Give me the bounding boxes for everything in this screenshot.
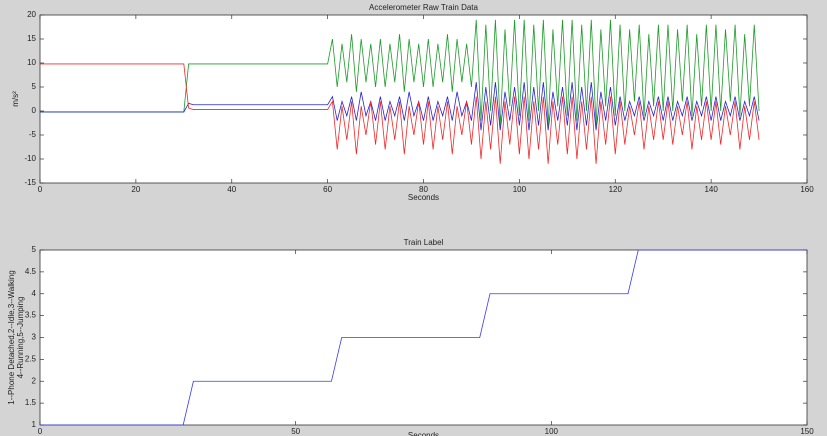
x-tick-label: 50 [291,427,300,436]
x-axis-label: Seconds [408,431,439,436]
x-axis-label: Seconds [408,193,439,202]
y-tick-label: 20 [27,10,36,19]
x-tick-label: 60 [323,185,332,194]
data-line [40,82,760,131]
y-tick-label: -5 [29,130,37,139]
y-tick-label: -10 [24,154,36,163]
data-line [40,63,760,164]
y-tick-label: 0 [32,106,37,115]
data-line [40,250,807,425]
y-axis-label: 4--Running,5--Jumping [16,297,25,379]
x-tick-label: 20 [131,185,140,194]
x-tick-label: 100 [545,427,559,436]
y-tick-label: 3.5 [25,311,37,320]
plot-area [39,14,808,184]
y-tick-label: 1.5 [25,398,37,407]
x-tick-label: 0 [38,427,43,436]
y-tick-label: 15 [27,34,36,43]
y-tick-label: 10 [27,58,36,67]
x-tick-label: 0 [38,185,43,194]
y-tick-label: 4 [32,289,37,298]
chart-title: Accelerometer Raw Train Data [369,3,478,12]
x-tick-label: 150 [800,427,814,436]
y-axis-label: 1--Phone Detached,2--Idle,3--Walking [7,270,16,404]
x-tick-label: 40 [227,185,236,194]
x-tick-label: 80 [419,185,428,194]
y-axis-label: m/s² [11,91,20,107]
y-tick-label: 2 [32,376,37,385]
x-tick-label: 120 [609,185,623,194]
y-tick-label: 1 [32,420,37,429]
y-tick-label: 5 [32,245,37,254]
x-tick-label: 100 [513,185,527,194]
x-tick-label: 140 [704,185,718,194]
y-tick-label: 2.5 [25,354,37,363]
y-tick-label: -15 [24,178,36,187]
x-tick-label: 160 [800,185,814,194]
y-tick-label: 4.5 [25,267,37,276]
chart-title: Train Label [404,238,444,247]
y-tick-label: 3 [32,333,37,342]
y-tick-label: 5 [32,82,37,91]
